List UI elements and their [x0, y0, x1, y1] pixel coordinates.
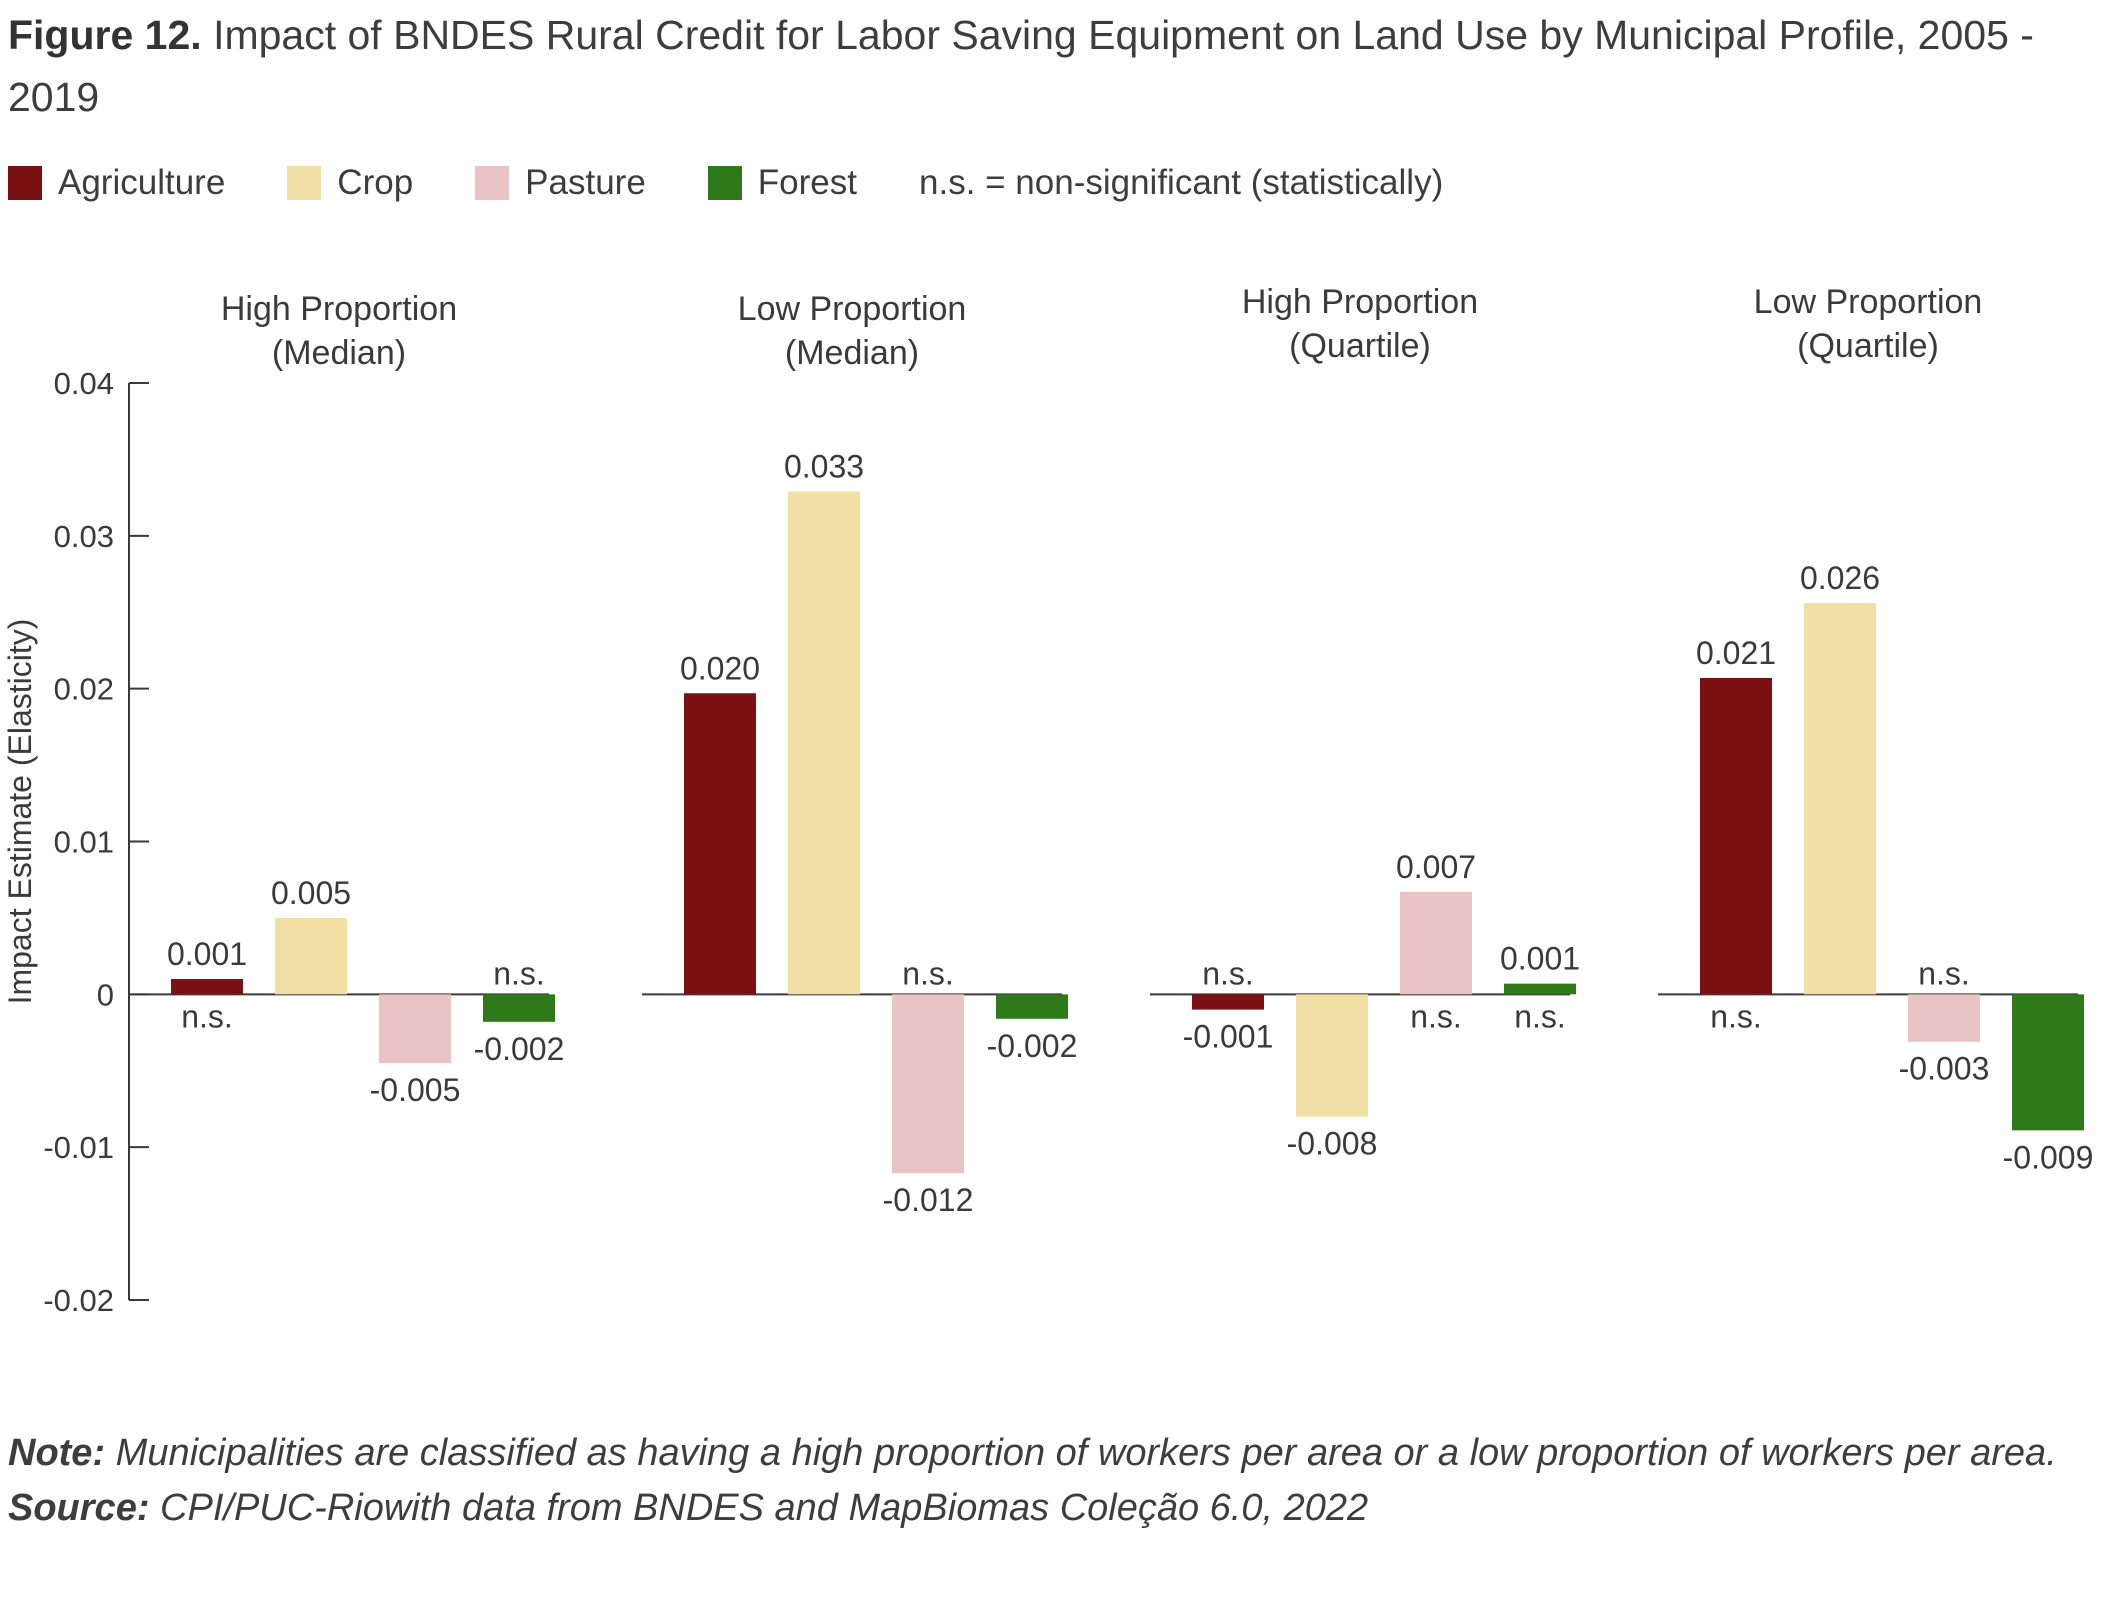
legend-swatch-crop [287, 166, 322, 200]
legend-swatch-pasture [475, 166, 510, 200]
data-label: 0.001 [1500, 941, 1580, 977]
legend-ns-note: n.s. = non-significant (statistically) [919, 163, 1444, 202]
chart-title: Figure 12. Impact of BNDES Rural Credit … [8, 4, 2068, 128]
data-label: -0.002 [474, 1031, 565, 1067]
legend-label-forest: Forest [757, 163, 857, 202]
ns-label: n.s. [1918, 955, 1970, 991]
legend-item-crop: Crop [287, 163, 413, 203]
legend-label-crop: Crop [337, 163, 414, 202]
legend-item-forest: Forest [707, 163, 857, 203]
y-tick-label: 0.04 [54, 366, 114, 401]
ns-label: n.s. [181, 998, 233, 1034]
data-label: 0.021 [1696, 635, 1776, 671]
data-label: -0.003 [1899, 1051, 1990, 1087]
panel-subtitle: (Median) [272, 334, 406, 372]
data-label: 0.033 [784, 449, 864, 485]
bar-forest [1504, 983, 1576, 995]
y-tick-label: 0.03 [54, 519, 114, 554]
source-text: CPI/PUC-Riowith data from BNDES and MapB… [160, 1487, 1369, 1529]
bar-agriculture [1700, 677, 1772, 995]
ns-label: n.s. [1202, 955, 1254, 991]
bar-crop [788, 491, 860, 995]
panel-subtitle: (Median) [785, 334, 919, 372]
legend-swatch-forest [707, 166, 742, 200]
bar-pasture [379, 994, 451, 1064]
data-label: -0.009 [2003, 1139, 2094, 1175]
bar-chart: 0.04 0.03 0.02 0.01 0 -0.01 -0.02 Impact Estima… [2, 283, 2094, 1318]
bar-pasture [1400, 891, 1472, 995]
ns-label: n.s. [1514, 998, 1566, 1034]
bar-pasture [1908, 994, 1980, 1042]
data-label: 0.001 [167, 936, 247, 972]
y-axis-label: Impact Estimate (Elasticity) [2, 619, 38, 1005]
ns-label: n.s. [1410, 998, 1462, 1034]
ns-label: n.s. [902, 955, 954, 991]
legend-item-agriculture: Agriculture [8, 163, 225, 203]
legend-item-pasture: Pasture [475, 163, 646, 203]
data-label: -0.005 [370, 1072, 461, 1108]
bar-crop [275, 917, 347, 995]
chart-footer: Note: Municipalities are classified as h… [8, 1426, 2088, 1536]
bar-forest [996, 994, 1068, 1019]
figure-number: Figure 12. [8, 12, 202, 58]
y-tick-label: 0.02 [54, 672, 114, 707]
note-line: Note: Municipalities are classified as h… [8, 1426, 2088, 1481]
panel-subtitle: (Quartile) [1289, 327, 1431, 365]
y-tick-label: -0.02 [43, 1283, 114, 1318]
y-tick-label: 0.01 [54, 825, 114, 860]
panel-title: Low Proportion [738, 290, 967, 328]
source-line: Source: CPI/PUC-Riowith data from BNDES … [8, 1481, 2088, 1536]
data-label: 0.020 [680, 650, 760, 686]
data-label: 0.007 [1396, 849, 1476, 885]
panel-subtitle: (Quartile) [1797, 327, 1939, 365]
note-label: Note: [8, 1432, 106, 1474]
bar-agriculture [684, 693, 756, 995]
figure-title-text: Impact of BNDES Rural Credit for Labor S… [8, 12, 2034, 120]
data-label: -0.012 [883, 1182, 974, 1218]
data-label: -0.002 [987, 1028, 1078, 1064]
legend-label-pasture: Pasture [525, 163, 646, 202]
source-label: Source: [8, 1487, 150, 1529]
bar-pasture [892, 994, 964, 1174]
y-tick-label: -0.01 [43, 1130, 114, 1165]
panel-title: High Proportion [1242, 283, 1478, 321]
panel-title: High Proportion [221, 290, 457, 328]
bar-agriculture [171, 979, 243, 995]
panel-title: Low Proportion [1754, 283, 1983, 321]
note-text: Municipalities are classified as having … [115, 1432, 2057, 1474]
bar-forest [2012, 994, 2084, 1131]
bar-crop [1804, 603, 1876, 995]
data-label: -0.001 [1183, 1019, 1274, 1055]
ns-label: n.s. [493, 955, 545, 991]
data-label: -0.008 [1287, 1126, 1378, 1162]
legend-swatch-agriculture [8, 166, 42, 200]
legend-label-agriculture: Agriculture [58, 163, 226, 202]
data-label: 0.026 [1800, 560, 1880, 596]
ns-label: n.s. [1710, 998, 1762, 1034]
bar-agriculture [1192, 994, 1264, 1010]
legend: Agriculture Crop Pasture Forest n.s. = n… [8, 158, 1443, 208]
bar-crop [1296, 994, 1368, 1117]
y-tick-label: 0 [97, 977, 114, 1012]
bar-forest [483, 994, 555, 1022]
data-label: 0.005 [271, 875, 351, 911]
